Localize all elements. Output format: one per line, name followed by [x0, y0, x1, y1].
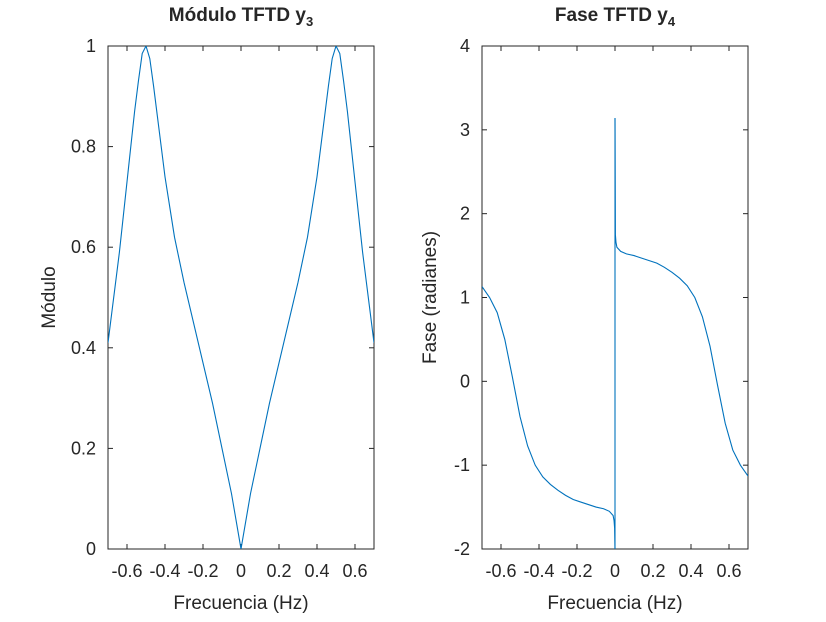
y-tick-label: 0.2	[71, 438, 96, 458]
y-tick-label: -2	[454, 539, 470, 559]
y-tick-label: 3	[460, 120, 470, 140]
y-tick-label: 0	[460, 371, 470, 391]
x-tick-label: -0.2	[187, 561, 218, 581]
subplot-2: -0.6 -0.4 -0.2 0 0.2 0.4 0.6 -2 -1 0 1 2 3 4 Fase TFTD…	[420, 5, 749, 614]
y-tick-label: 1	[86, 36, 96, 56]
y-tick-label: 0.4	[71, 338, 96, 358]
y-tick-label: 4	[460, 36, 470, 56]
x-tick-label: 0.6	[342, 561, 367, 581]
series-line-1	[482, 286, 616, 549]
x-axis-label: Frecuencia (Hz)	[173, 593, 308, 614]
subplot-1: -0.6 -0.4 -0.2 0 0.2 0.4 0.6 0 0.2 0.4 0.6 0.8 1 Módu…	[39, 5, 375, 614]
y-axis-label: Módulo	[39, 266, 60, 328]
x-tick-label: 0.4	[678, 561, 703, 581]
x-tick-label: -0.4	[149, 561, 180, 581]
x-tick-label: -0.6	[111, 561, 142, 581]
y-tick-label: 1	[460, 288, 470, 308]
x-tick-label: 0.2	[640, 561, 665, 581]
y-axis-label: Fase (radianes)	[420, 231, 441, 364]
x-tick-label: 0	[236, 561, 246, 581]
x-tick-label: 0	[610, 561, 620, 581]
y-tick-label: 0	[86, 539, 96, 559]
y-tick-label: 0.8	[71, 137, 96, 157]
axes-box	[107, 45, 375, 550]
chart-title: Fase TFTD y4	[555, 5, 676, 29]
y-tick-label: 0.6	[71, 237, 96, 257]
x-tick-label: -0.2	[561, 561, 592, 581]
chart-title: Módulo TFTD y3	[169, 5, 313, 29]
x-tick-label: 0.6	[716, 561, 741, 581]
x-axis-label: Frecuencia (Hz)	[547, 593, 682, 614]
y-tick-label: -1	[454, 455, 470, 475]
series-line-1	[108, 46, 374, 549]
series-line-3	[614, 118, 748, 477]
y-tick-label: 2	[460, 204, 470, 224]
x-tick-label: 0.2	[266, 561, 291, 581]
x-tick-label: -0.6	[485, 561, 516, 581]
x-tick-label: -0.4	[523, 561, 554, 581]
x-tick-label: 0.4	[304, 561, 329, 581]
